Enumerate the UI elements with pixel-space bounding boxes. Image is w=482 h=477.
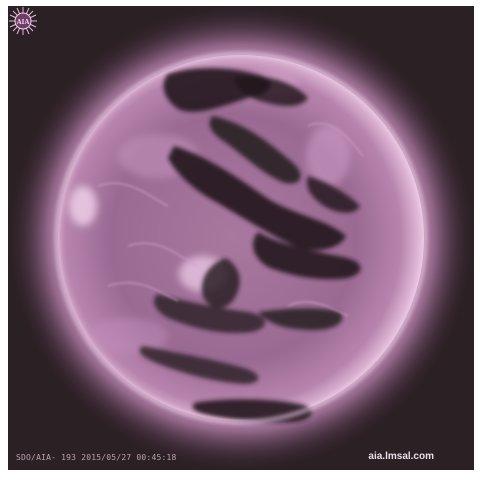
aia-logo-text: AIA	[17, 18, 30, 26]
solar-image-frame: SDO/AIA- 193 2015/05/27 00:45:18 aia.lms…	[8, 6, 474, 470]
solar-disk	[58, 55, 424, 421]
loop-streaks	[97, 122, 364, 317]
source-url-caption: aia.lmsal.com	[368, 451, 434, 462]
coronal-holes	[139, 68, 361, 423]
instrument-timestamp-caption: SDO/AIA- 193 2015/05/27 00:45:18	[16, 453, 177, 462]
limb-brightening	[55, 52, 427, 424]
sun-image	[8, 6, 474, 470]
aia-sunburst-logo-icon: AIA	[9, 7, 37, 35]
